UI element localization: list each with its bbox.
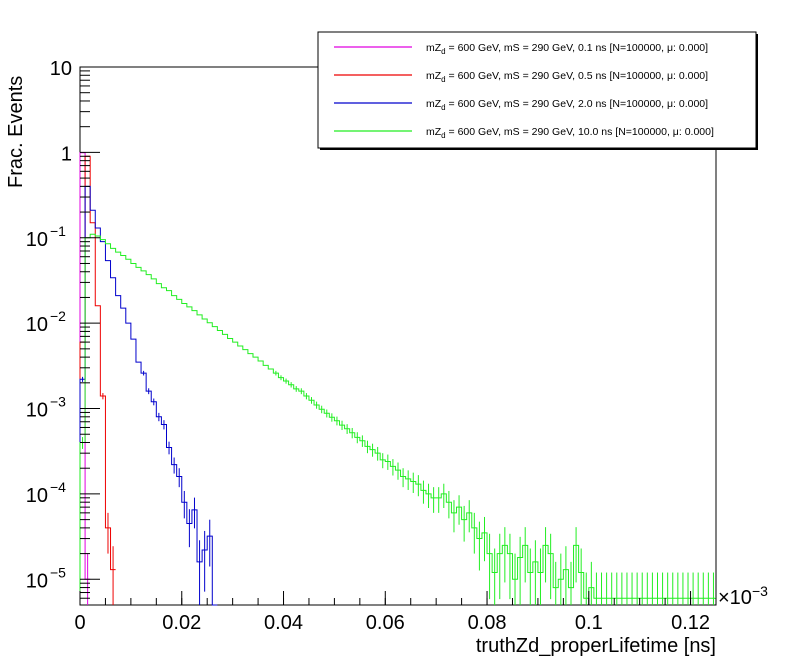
- x-tick-label: 0.02: [162, 612, 201, 634]
- x-axis-multiplier: ×10−3: [718, 583, 768, 609]
- series-2: [79, 185, 218, 606]
- y-tick-label: 10: [26, 570, 48, 592]
- legend: mZd = 600 GeV, mS = 290 GeV, 0.1 ns [N=1…: [317, 31, 758, 150]
- y-tick-label: 10: [26, 314, 48, 336]
- series-3: [79, 233, 716, 605]
- x-tick-label: 0.06: [366, 612, 405, 634]
- svg-text:×10−3: ×10−3: [718, 583, 768, 609]
- x-tick-label: 0.04: [264, 612, 303, 634]
- x-tick-label: 0.1: [575, 612, 603, 634]
- x-axis-multiplier-exponent: −3: [752, 583, 768, 599]
- legend-entry: mZd = 600 GeV, mS = 290 GeV, 10.0 ns [N=…: [426, 126, 714, 140]
- y-tick-label: 10: [26, 485, 48, 507]
- y-tick-exponent: −2: [50, 308, 66, 324]
- y-tick-label: 10: [26, 400, 48, 422]
- y-tick-exponent: −4: [50, 479, 66, 495]
- legend-entry: mZd = 600 GeV, mS = 290 GeV, 2.0 ns [N=1…: [426, 98, 708, 112]
- legend-entry: mZd = 600 GeV, mS = 290 GeV, 0.1 ns [N=1…: [426, 42, 708, 56]
- x-tick-label: 0: [74, 612, 85, 634]
- y-tick-exponent: −5: [50, 564, 66, 580]
- series-3-line: [79, 233, 716, 605]
- y-tick-label: 10: [26, 229, 48, 251]
- y-tick-label: 10: [50, 58, 72, 80]
- y-tick-label: 1: [61, 143, 72, 165]
- axis-layer: 0 0.02 0.04 0.06 0.08 0.1 0.1210−510−410−310−2…: [26, 58, 717, 634]
- y-tick-exponent: −1: [50, 223, 66, 239]
- legend-box: [317, 31, 757, 149]
- x-tick-label: 0.12: [671, 612, 710, 634]
- legend-entry: mZd = 600 GeV, mS = 290 GeV, 0.5 ns [N=1…: [426, 70, 708, 84]
- y-tick-exponent: −3: [50, 394, 66, 410]
- y-axis-title: Frac. Events: [5, 76, 27, 188]
- x-axis-multiplier-base: ×10: [718, 587, 752, 609]
- series-2-line: [79, 185, 218, 606]
- x-tick-label: 0.08: [468, 612, 507, 634]
- series-layer: [79, 152, 716, 606]
- x-axis-title: truthZd_properLifetime [ns]: [476, 635, 716, 657]
